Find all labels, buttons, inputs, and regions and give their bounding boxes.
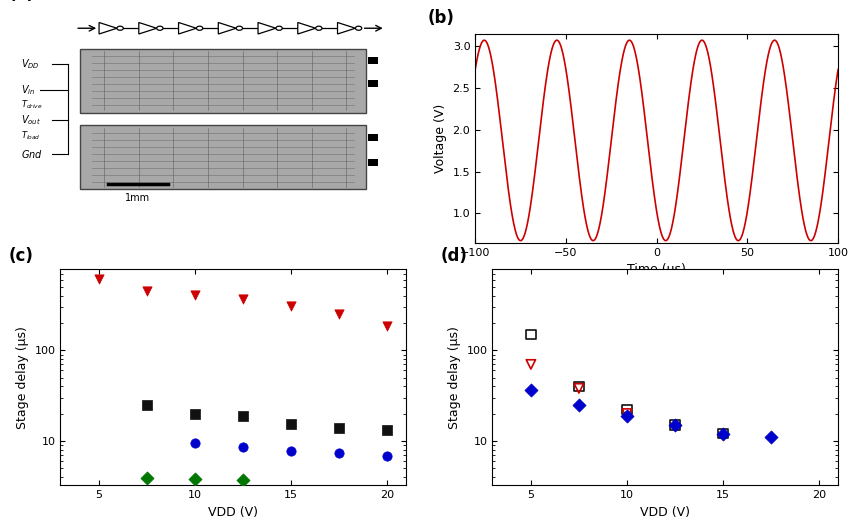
Point bbox=[236, 476, 250, 484]
Point bbox=[236, 443, 250, 452]
Point bbox=[716, 430, 730, 438]
Point bbox=[380, 426, 394, 435]
Point bbox=[236, 294, 250, 303]
Text: $T_{drive}$: $T_{drive}$ bbox=[21, 99, 42, 111]
Point bbox=[620, 411, 634, 420]
Text: $T_{load}$: $T_{load}$ bbox=[21, 129, 41, 142]
Circle shape bbox=[117, 26, 124, 30]
Point bbox=[284, 302, 298, 310]
Y-axis label: Stage delay (μs): Stage delay (μs) bbox=[16, 326, 29, 429]
Point bbox=[332, 310, 346, 318]
Point bbox=[524, 330, 537, 339]
Point bbox=[284, 419, 298, 428]
Circle shape bbox=[156, 26, 163, 30]
Point bbox=[620, 409, 634, 418]
Point bbox=[140, 287, 154, 295]
Point bbox=[188, 475, 202, 483]
Point bbox=[188, 438, 202, 447]
Polygon shape bbox=[179, 22, 196, 34]
Point bbox=[188, 290, 202, 299]
Point bbox=[524, 386, 537, 395]
Point bbox=[284, 446, 298, 455]
Point bbox=[332, 423, 346, 432]
Point bbox=[140, 474, 154, 482]
Text: 1mm: 1mm bbox=[125, 193, 150, 203]
Y-axis label: Voltage (V): Voltage (V) bbox=[434, 104, 447, 173]
Point bbox=[620, 406, 634, 414]
Circle shape bbox=[196, 26, 203, 30]
Circle shape bbox=[236, 26, 243, 30]
Point bbox=[572, 400, 586, 409]
Circle shape bbox=[315, 26, 322, 30]
Text: $V_{in}$: $V_{in}$ bbox=[21, 82, 35, 97]
Point bbox=[380, 322, 394, 330]
Text: $V_{DD}$: $V_{DD}$ bbox=[21, 57, 40, 71]
Point bbox=[668, 421, 682, 429]
Circle shape bbox=[276, 26, 283, 30]
Circle shape bbox=[355, 26, 362, 30]
Point bbox=[572, 384, 586, 393]
Text: $Gnd$: $Gnd$ bbox=[21, 148, 42, 160]
Y-axis label: Stage delay (μs): Stage delay (μs) bbox=[448, 326, 461, 429]
Point bbox=[92, 275, 105, 283]
Polygon shape bbox=[298, 22, 315, 34]
Point bbox=[188, 409, 202, 418]
Point bbox=[572, 382, 586, 390]
Point bbox=[668, 421, 682, 429]
Bar bbox=[368, 57, 378, 64]
Text: (b): (b) bbox=[428, 9, 455, 27]
Polygon shape bbox=[219, 22, 236, 34]
Point bbox=[716, 430, 730, 438]
Bar bbox=[368, 134, 378, 141]
Text: $V_{out}$: $V_{out}$ bbox=[21, 113, 41, 127]
Point bbox=[524, 360, 537, 369]
Bar bbox=[80, 125, 366, 189]
X-axis label: VDD (V): VDD (V) bbox=[208, 506, 258, 519]
Point bbox=[332, 449, 346, 457]
Polygon shape bbox=[99, 22, 117, 34]
X-axis label: Time (μs): Time (μs) bbox=[627, 263, 686, 276]
Point bbox=[764, 433, 778, 441]
Polygon shape bbox=[338, 22, 355, 34]
Text: (c): (c) bbox=[9, 247, 34, 265]
Text: (a): (a) bbox=[9, 0, 35, 3]
Text: (d): (d) bbox=[441, 247, 467, 265]
Polygon shape bbox=[258, 22, 276, 34]
Bar bbox=[368, 159, 378, 167]
X-axis label: VDD (V): VDD (V) bbox=[640, 506, 690, 519]
Point bbox=[140, 400, 154, 409]
Point bbox=[380, 452, 394, 460]
Bar bbox=[368, 80, 378, 87]
Polygon shape bbox=[139, 22, 156, 34]
Bar bbox=[80, 49, 366, 113]
Point bbox=[236, 411, 250, 420]
